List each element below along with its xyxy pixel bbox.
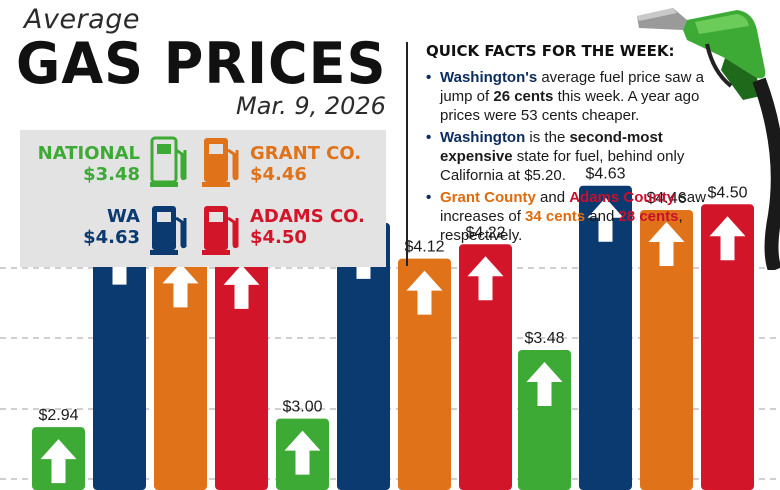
fact-item: Washington is the second-most expensive … bbox=[424, 128, 729, 185]
adams-label: ADAMS CO. bbox=[250, 206, 365, 227]
bar bbox=[154, 251, 207, 490]
fact-text: and bbox=[535, 189, 570, 206]
bar bbox=[701, 204, 754, 490]
title-average: Average bbox=[24, 4, 140, 35]
fact-highlight: Grant County bbox=[440, 189, 536, 206]
fact-text: , respectively. bbox=[440, 208, 683, 244]
fact-highlight: 34 cents bbox=[525, 208, 586, 225]
bar bbox=[459, 244, 512, 490]
fact-highlight: Washington bbox=[440, 129, 526, 146]
up-arrow-icon bbox=[284, 430, 321, 475]
adams-price-item: ADAMS CO. $4.50 bbox=[250, 206, 365, 248]
up-arrow-icon bbox=[406, 270, 443, 315]
fact-highlight: second-most expensive bbox=[440, 129, 663, 165]
wa-price-item: WA $4.63 bbox=[32, 206, 140, 248]
national-price-item: NATIONAL $3.48 bbox=[32, 143, 140, 185]
national-price: $3.48 bbox=[83, 164, 140, 185]
bar bbox=[93, 228, 146, 490]
fact-text: state for fuel, behind only California a… bbox=[440, 148, 685, 184]
fact-text: saw increases of bbox=[440, 189, 706, 225]
adams-price: $4.50 bbox=[250, 227, 307, 248]
fact-text: and bbox=[585, 208, 619, 225]
grant-price: $4.46 bbox=[250, 164, 307, 185]
fact-highlight: Washington's bbox=[440, 69, 538, 86]
fuel-nozzle-icon bbox=[637, 8, 780, 270]
up-arrow-icon bbox=[526, 362, 563, 406]
page-title: GAS PRICES bbox=[16, 30, 387, 97]
up-arrow-icon bbox=[223, 264, 260, 309]
gas-pump-icon bbox=[150, 136, 187, 187]
fact-text: is the bbox=[525, 129, 570, 146]
fact-item: Washington's average fuel price saw a ju… bbox=[424, 68, 729, 125]
grant-label: GRANT CO. bbox=[250, 143, 362, 164]
data-label: $3.48 bbox=[524, 330, 564, 347]
wa-price: $4.63 bbox=[83, 227, 140, 248]
fact-text: average fuel price saw a jump of bbox=[440, 69, 704, 105]
grant-price-item: GRANT CO. $4.46 bbox=[250, 143, 361, 185]
national-label: NATIONAL bbox=[37, 143, 140, 164]
bar bbox=[640, 210, 693, 490]
bar bbox=[215, 252, 268, 490]
data-label: $3.00 bbox=[282, 399, 322, 416]
date-label: Mar. 9, 2026 bbox=[236, 92, 386, 120]
price-summary-box: NATIONAL $3.48 GRANT CO. $4.46 WA $4.63 … bbox=[20, 130, 386, 267]
fact-text: this week. A year ago prices were 53 cen… bbox=[440, 88, 700, 124]
gas-pump-icon bbox=[202, 138, 239, 187]
gas-pump-icon bbox=[150, 206, 187, 255]
fact-item: Grant County and Adams County saw increa… bbox=[424, 188, 729, 245]
fact-highlight: 28 cents bbox=[618, 208, 679, 225]
fact-highlight: 26 cents bbox=[493, 88, 554, 105]
wa-label: WA bbox=[107, 206, 140, 227]
up-arrow-icon bbox=[40, 439, 77, 484]
quick-facts-title: QUICK FACTS FOR THE WEEK: bbox=[426, 42, 675, 60]
bar bbox=[579, 185, 632, 490]
bar bbox=[398, 258, 451, 490]
data-label: $2.94 bbox=[38, 407, 78, 424]
vertical-divider bbox=[406, 42, 408, 266]
up-arrow-icon bbox=[467, 256, 504, 301]
bar bbox=[337, 222, 390, 490]
quick-facts-list: Washington's average fuel price saw a ju… bbox=[424, 68, 729, 248]
bar bbox=[518, 350, 571, 490]
fact-highlight: Adams County bbox=[569, 189, 676, 206]
up-arrow-icon bbox=[162, 263, 199, 308]
gas-pump-icon bbox=[202, 206, 239, 255]
